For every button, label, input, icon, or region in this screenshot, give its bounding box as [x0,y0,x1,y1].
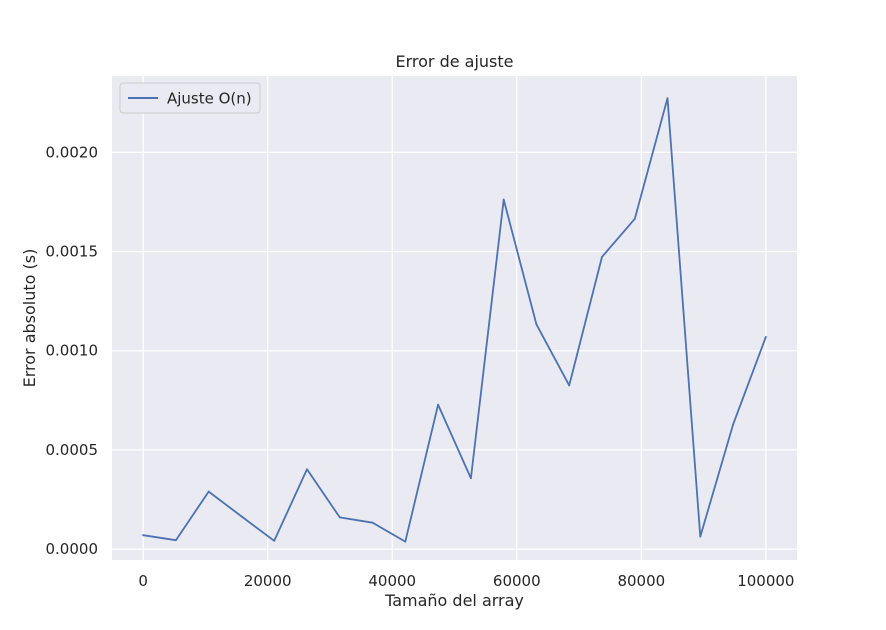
legend-label: Ajuste O(n) [167,90,252,108]
y-tick-label: 0.0005 [46,441,99,459]
grid-x [142,76,767,560]
series-line [142,97,767,543]
chart-title: Error de ajuste [395,52,513,71]
series-point [732,423,734,426]
series-point [764,335,767,338]
x-tick-label: 20000 [244,572,292,590]
x-tick-label: 100000 [737,572,794,590]
y-tick-label: 0.0000 [46,540,99,558]
y-tick-label: 0.0020 [46,143,99,161]
x-tick-label: 60000 [493,572,541,590]
series-point [371,521,374,524]
plot-background [112,76,797,560]
x-tick-label: 40000 [368,572,416,590]
y-tick-label: 0.0015 [46,243,99,261]
legend-box [119,82,261,114]
series-point [601,256,603,258]
series-point [535,323,538,326]
y-axis-label: Error absoluto (s) [20,249,39,388]
series-point [666,97,669,100]
series-point [437,403,440,406]
series-point [338,516,341,519]
series-point [568,384,571,387]
series-point [699,535,702,538]
series-point [404,540,407,543]
series-point [306,468,308,471]
x-tick-label: 0 [138,572,148,590]
x-tick-labels: 0 20000 40000 60000 80000 100000 [138,572,794,590]
series-layer [142,97,767,543]
series-point [207,490,210,493]
series-point [273,539,276,542]
x-tick-label: 80000 [617,572,665,590]
series-point [469,477,472,480]
x-axis-label: Tamaño del array [384,591,524,610]
legend: Ajuste O(n) [119,82,261,114]
y-tick-labels: 0.0000 0.0005 0.0010 0.0015 0.0020 [46,143,99,558]
series-point [142,534,145,537]
y-tick-label: 0.0010 [46,342,99,360]
series-point [240,515,243,518]
series-point [502,198,505,201]
series-point [633,217,636,220]
series-point [175,539,177,542]
grid-y [112,151,797,550]
